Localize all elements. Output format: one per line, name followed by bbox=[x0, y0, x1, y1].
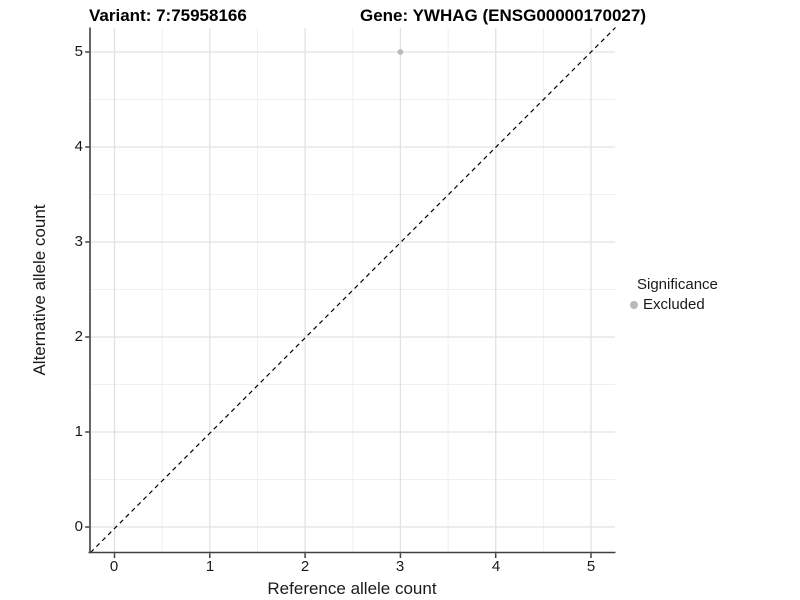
data-point-excluded bbox=[397, 49, 404, 55]
y-tick-label-3: 3 bbox=[74, 233, 83, 250]
legend-title: Significance bbox=[637, 276, 718, 293]
x-tick-label-2: 2 bbox=[300, 558, 310, 575]
grid-major bbox=[90, 28, 615, 552]
x-tick-label-0: 0 bbox=[109, 558, 119, 575]
y-axis-title: Alternative allele count bbox=[30, 204, 49, 376]
x-axis-title: Reference allele count bbox=[267, 579, 437, 598]
axis-ticks bbox=[85, 51, 592, 558]
x-tick-label-1: 1 bbox=[205, 558, 215, 575]
legend-entry-label: Excluded bbox=[643, 296, 705, 313]
x-tick-label-4: 4 bbox=[491, 558, 501, 575]
legend-entry-excluded: Excluded bbox=[630, 296, 718, 313]
y-tick-label-0: 0 bbox=[74, 518, 83, 535]
y-tick-label-5: 5 bbox=[74, 43, 83, 60]
y-tick-label-2: 2 bbox=[74, 328, 83, 345]
y-tick-label-1: 1 bbox=[74, 423, 83, 440]
y-tick-label-4: 4 bbox=[74, 138, 83, 155]
grid-minor bbox=[90, 28, 615, 552]
axis-lines bbox=[88, 27, 616, 554]
x-tick-label-5: 5 bbox=[586, 558, 596, 575]
excluded-point-icon bbox=[630, 300, 638, 309]
legend: Significance Excluded bbox=[630, 276, 718, 313]
plot-title-variant: Variant: 7:75958166 bbox=[89, 6, 247, 25]
x-tick-label-3: 3 bbox=[395, 558, 405, 575]
plot-title-gene: Gene: YWHAG (ENSG00000170027) bbox=[360, 6, 646, 25]
